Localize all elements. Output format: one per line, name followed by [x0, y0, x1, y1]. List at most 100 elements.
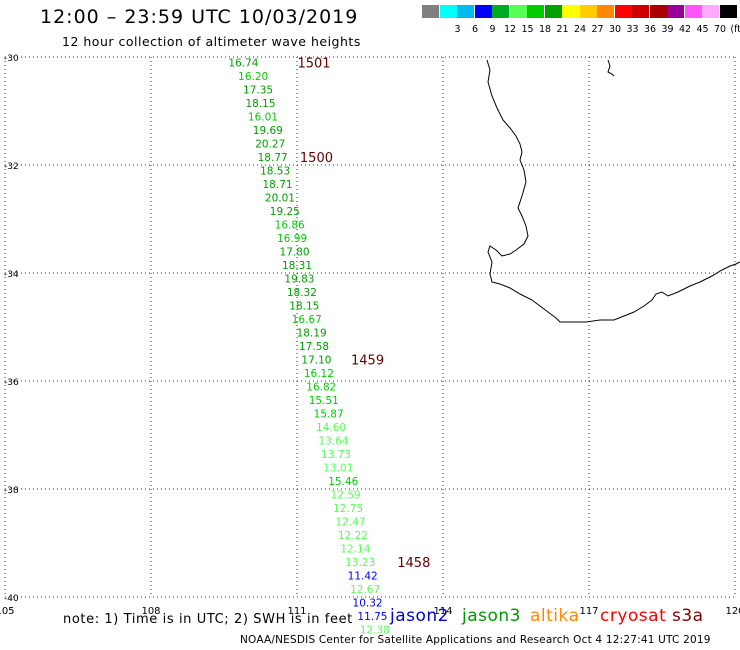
time-label: 1459 — [351, 353, 384, 368]
legend-label: 21 — [556, 24, 569, 35]
legend-label: 45 — [696, 24, 709, 35]
swh-label: 12.75 — [333, 503, 363, 515]
legend-swatch — [509, 5, 527, 18]
lon-tick-label: 117 — [579, 606, 598, 617]
time-label: 1501 — [297, 56, 330, 71]
legend-label: 9 — [489, 24, 496, 35]
legend-swatch — [579, 5, 597, 18]
legend-swatch — [614, 5, 632, 18]
swh-label: 16.12 — [304, 368, 334, 380]
swh-label: 12.22 — [338, 530, 368, 542]
swh-label: 17.58 — [299, 341, 329, 353]
swh-label: 18.77 — [258, 152, 288, 164]
legend-label: 33 — [626, 24, 639, 35]
swh-label: 16.99 — [277, 233, 307, 245]
legend-swatch — [527, 5, 544, 18]
page-title: 12:00 – 23:59 UTC 10/03/2019 — [40, 6, 359, 28]
legend-label: 39 — [661, 24, 674, 35]
coastline — [486, 59, 740, 323]
swh-label: 12.38 — [360, 624, 390, 636]
legend-label: 12 — [503, 24, 517, 35]
swh-label: 12.67 — [350, 584, 380, 596]
legend-label: 36 — [643, 24, 657, 35]
legend-swatch — [492, 5, 509, 18]
legend-label: 42 — [678, 24, 692, 35]
swh-label: 14.60 — [316, 422, 346, 434]
swh-label: 13.23 — [345, 557, 375, 569]
legend-label: 30 — [608, 24, 622, 35]
time-label: 1500 — [300, 151, 333, 166]
legend-label: 27 — [591, 24, 604, 35]
legend-swatch — [562, 5, 579, 18]
lon-tick-label: 114 — [433, 606, 452, 617]
swh-label: 19.83 — [284, 273, 314, 285]
swh-label: 18.71 — [263, 179, 293, 191]
satellite-cryosat: cryosat — [600, 606, 667, 626]
swh-label: 16.86 — [275, 219, 305, 231]
legend-label: (ft) — [730, 24, 740, 35]
legend-swatch — [474, 5, 492, 18]
legend-swatch — [684, 5, 702, 18]
swh-label: 18.15 — [245, 98, 275, 110]
swh-label: 18.19 — [297, 327, 327, 339]
swh-label: 16.82 — [306, 381, 336, 393]
swh-label: 11.42 — [348, 570, 378, 582]
lon-tick-label: 120 — [725, 606, 740, 617]
swh-label: 15.51 — [309, 395, 339, 407]
swh-label: 17.35 — [243, 84, 273, 96]
swh-label: 12.47 — [336, 516, 366, 528]
legend-label: 24 — [573, 24, 587, 35]
swh-label: 16.67 — [292, 314, 322, 326]
swh-label: 15.87 — [314, 408, 344, 420]
lat-tick-label: -38 — [4, 486, 19, 496]
legend-swatch — [649, 5, 667, 18]
legend-swatch — [422, 5, 439, 18]
swh-label: 18.53 — [260, 165, 290, 177]
swh-label: 12.59 — [331, 489, 361, 501]
swh-label: 16.74 — [228, 57, 258, 69]
legend-label: 18 — [538, 24, 552, 35]
legend-swatch — [439, 5, 457, 18]
longitude-labels: 105 108 111 114 117 120 — [0, 606, 740, 617]
swh-label: 19.69 — [253, 125, 283, 137]
legend-label: 70 — [713, 24, 727, 35]
satellite-jason2: jason2 — [390, 606, 449, 626]
swh-label: 18.32 — [287, 287, 317, 299]
swh-label: 16.01 — [248, 111, 278, 123]
satellite-altika: altika — [530, 606, 580, 626]
legend-swatch — [632, 5, 649, 18]
lon-tick-label: 108 — [141, 606, 160, 617]
swh-label: 18.15 — [289, 300, 319, 312]
swh-label: 13.73 — [321, 449, 351, 461]
swh-label: 17.80 — [280, 246, 310, 258]
swh-label: 15.46 — [328, 476, 358, 488]
legend-swatch — [702, 5, 719, 18]
lat-tick-label: -32 — [4, 162, 19, 172]
swh-label: 20.01 — [265, 192, 295, 204]
time-label: 1458 — [397, 556, 430, 571]
legend-swatch — [667, 5, 684, 18]
swh-label: 13.01 — [323, 462, 353, 474]
swh-label: 10.32 — [353, 597, 383, 609]
lon-tick-label: 105 — [0, 606, 15, 617]
latitude-labels: -30 -32 -34 -36 -38 -40 — [4, 54, 19, 604]
wave-height-labels: 16.7416.2017.3518.1516.0119.6920.2718.77… — [228, 57, 389, 636]
swh-label: 19.25 — [270, 206, 300, 218]
legend-swatch — [544, 5, 562, 18]
lat-tick-label: -40 — [4, 594, 19, 604]
legend-label: 6 — [471, 24, 479, 35]
swh-label: 12.14 — [340, 543, 370, 555]
lon-tick-label: 111 — [287, 606, 306, 617]
legend-swatch — [457, 5, 474, 18]
lat-tick-label: -36 — [4, 378, 19, 388]
swh-label: 13.64 — [318, 435, 348, 447]
footer-credit: NOAA/NESDIS Center for Satellite Applica… — [240, 634, 711, 646]
lat-tick-label: -34 — [4, 270, 19, 280]
satellite-jason3: jason3 — [462, 606, 521, 626]
swh-label: 16.20 — [238, 71, 268, 83]
lat-tick-label: -30 — [4, 54, 19, 64]
legend-swatch — [597, 5, 614, 18]
time-labels: 1501 1500 1459 1458 — [297, 56, 430, 571]
legend-swatch — [719, 5, 737, 18]
